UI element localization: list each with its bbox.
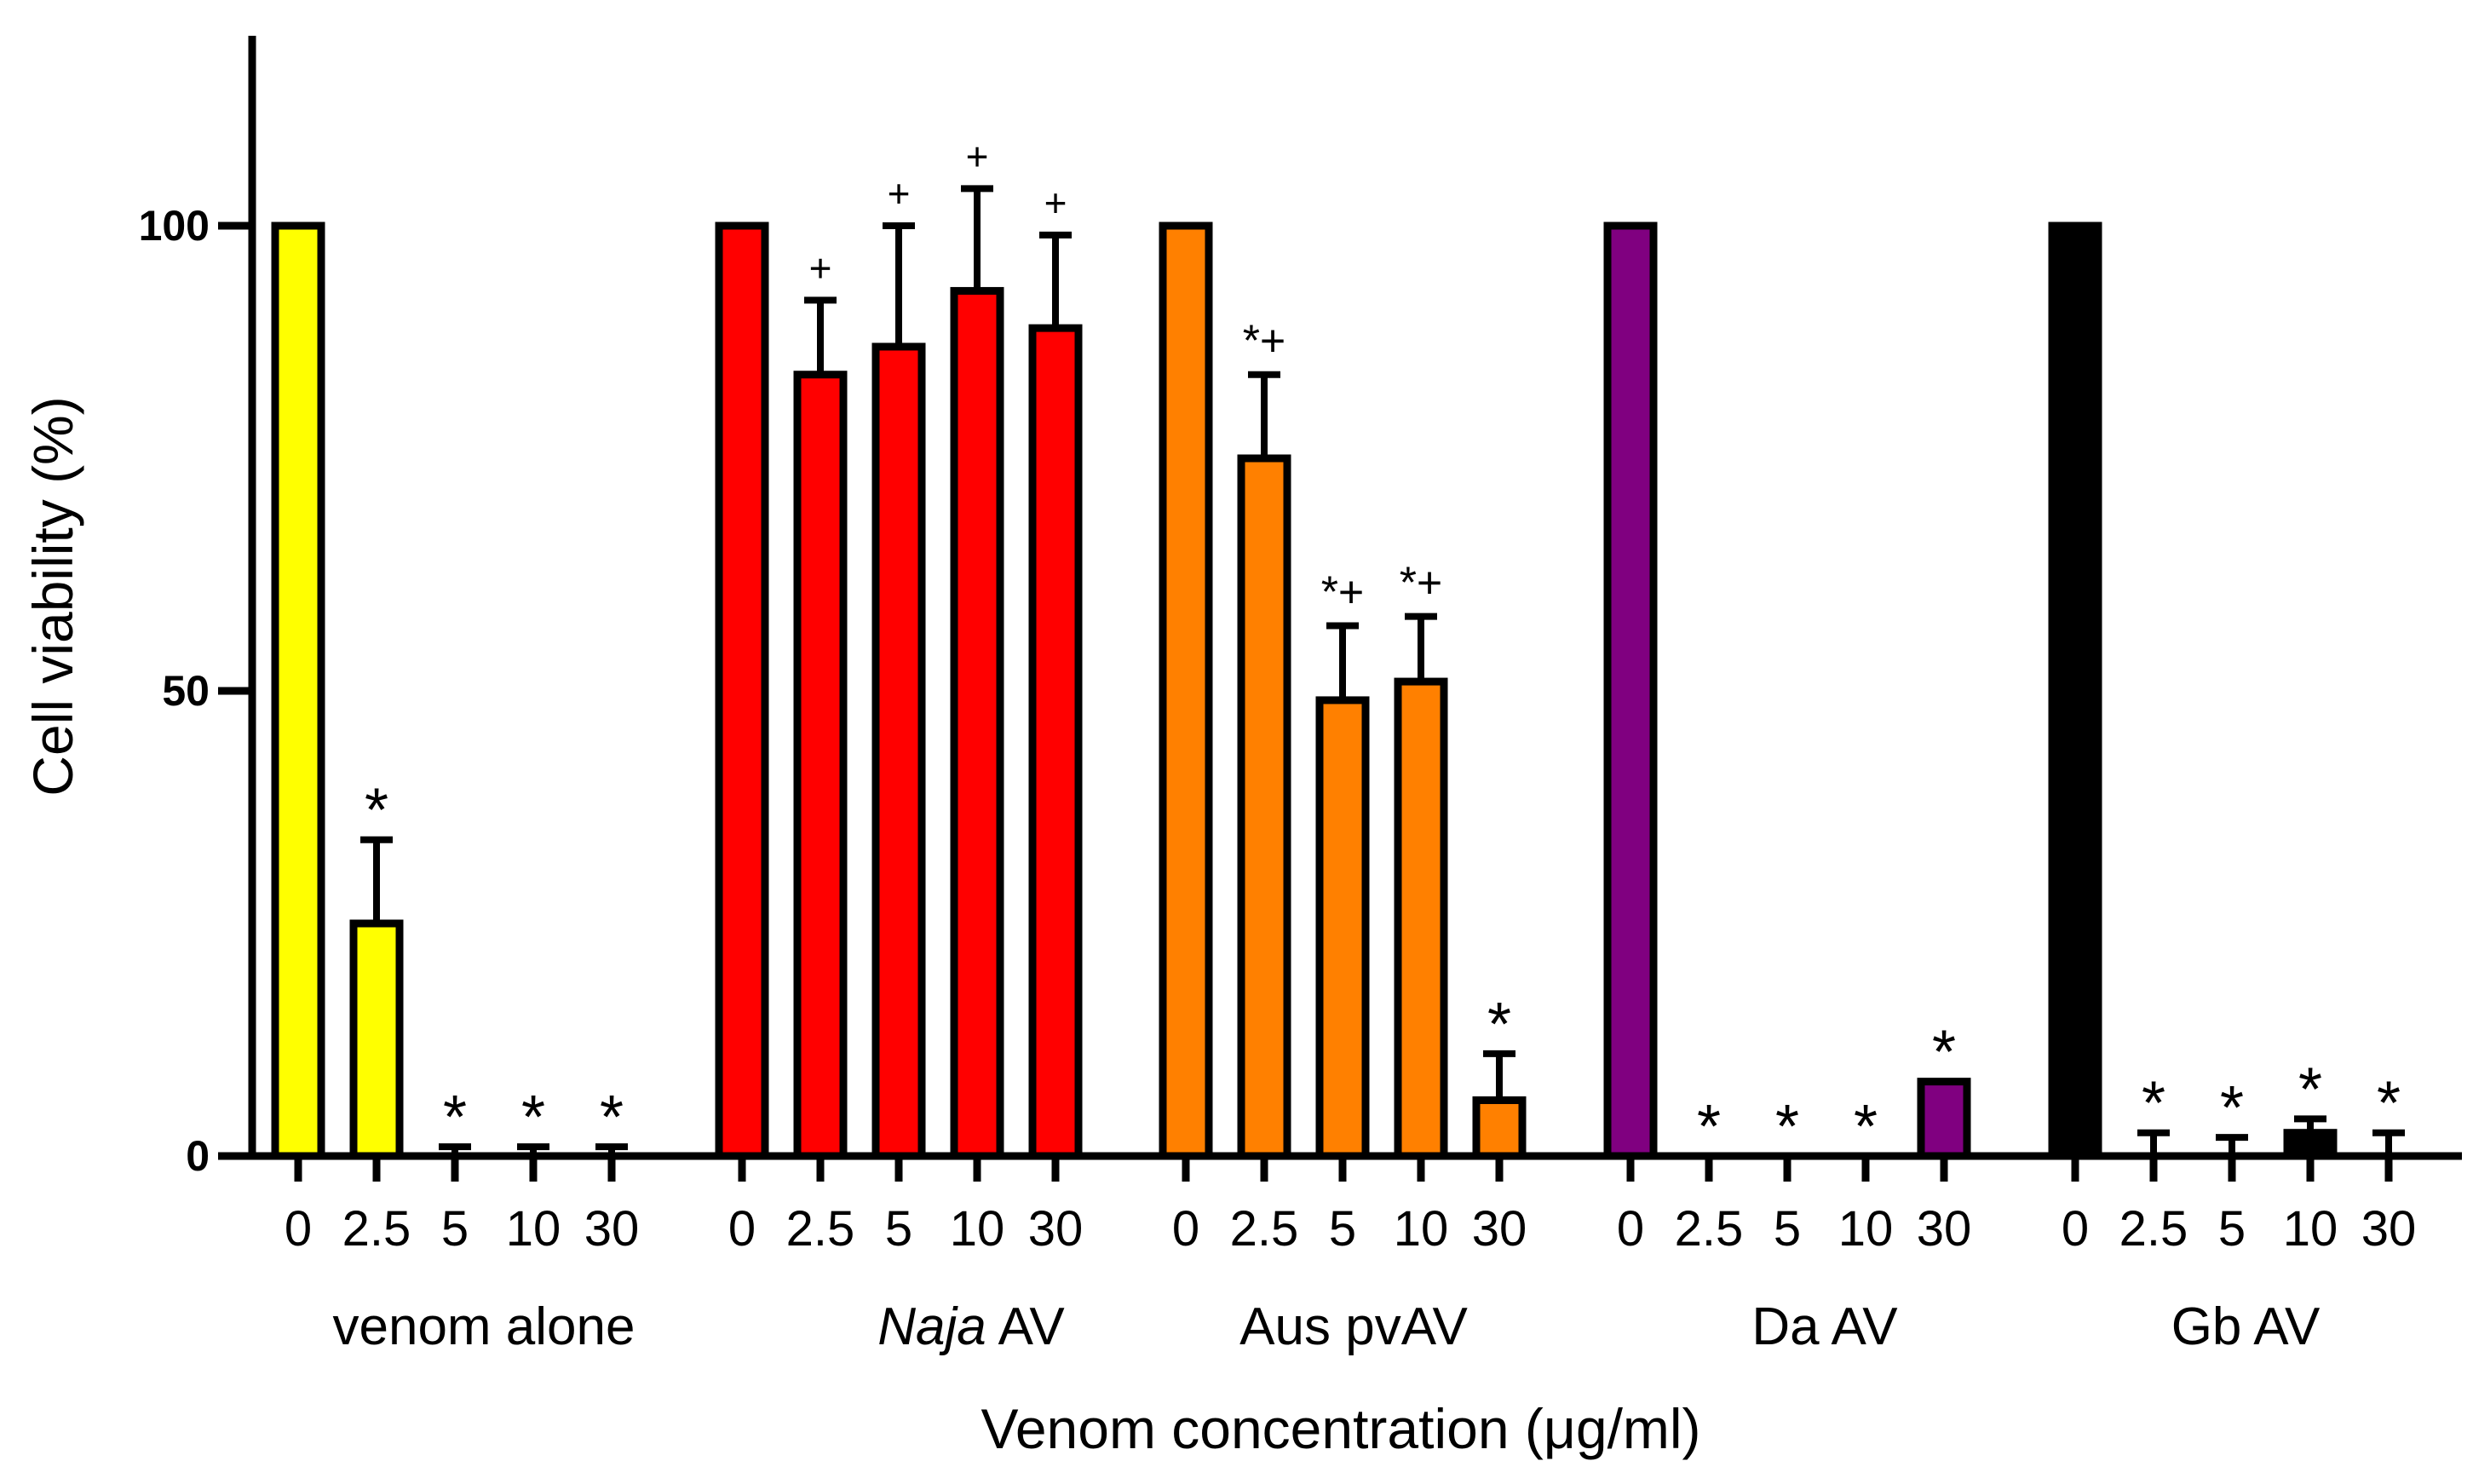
group-label-aus-pvav: Aus pvAV — [1239, 1297, 1468, 1356]
annotation-venom-alone-2_5: * — [365, 777, 388, 845]
bars-layer: ** * *++++*+*+ *+** * *** * * * — [271, 134, 2405, 1182]
annotation-aus-pvav-10: *+ — [1400, 559, 1443, 608]
bar-aus-pvav-10 — [1394, 677, 1448, 1160]
annotation-aus-pvav-2_5: *+ — [1243, 317, 1286, 366]
x-tick-label-venom-alone-5: 5 — [441, 1201, 469, 1257]
x-tick-label-gb-av-10: 10 — [2283, 1201, 2338, 1257]
x-tick-label-gb-av-5: 5 — [2218, 1201, 2246, 1257]
error-bar-venom-alone-5 — [439, 1143, 471, 1156]
error-bar-venom-alone-2_5 — [360, 836, 393, 923]
x-tick-label-naja-av-0: 0 — [728, 1201, 756, 1257]
error-bar-aus-pvav-2_5 — [1248, 371, 1280, 458]
x-tick-label-venom-alone-2_5: 2.5 — [342, 1201, 411, 1257]
x-tick-label-da-av-5: 5 — [1774, 1201, 1801, 1257]
annotation-gb-av-2_5: * — [2142, 1070, 2165, 1138]
error-bar-naja-av-10 — [961, 185, 993, 291]
bar-aus-pvav-5 — [1315, 696, 1370, 1160]
error-bar-naja-av-5 — [883, 222, 915, 347]
error-bar-naja-av-2_5 — [804, 296, 837, 375]
annotation-aus-pvav-30: * — [1487, 991, 1511, 1059]
bar-venom-alone-2_5 — [349, 919, 404, 1160]
y-tick-label-100: 100 — [139, 202, 210, 250]
x-tick-label-venom-alone-10: 10 — [506, 1201, 561, 1257]
x-tick-label-naja-av-5: 5 — [885, 1201, 912, 1257]
x-tick-label-da-av-10: 10 — [1838, 1201, 1894, 1257]
annotation-naja-av-2_5: + — [809, 245, 832, 290]
x-tick-label-venom-alone-30: 30 — [584, 1201, 640, 1257]
bar-venom-alone-0 — [271, 221, 325, 1160]
y-axis-title: Cell viability (%) — [21, 396, 84, 796]
error-bar-gb-av-2_5 — [2137, 1129, 2170, 1156]
error-bar-venom-alone-10 — [517, 1143, 549, 1156]
annotation-venom-alone-10: * — [521, 1084, 545, 1152]
annotation-da-av-2_5: * — [1697, 1093, 1721, 1161]
x-tick-label-da-av-0: 0 — [1617, 1201, 1644, 1257]
y-tick-label-50: 50 — [162, 667, 210, 715]
error-bar-venom-alone-30 — [595, 1143, 628, 1156]
error-bar-aus-pvav-30 — [1483, 1050, 1515, 1101]
x-tick-label-gb-av-30: 30 — [2361, 1201, 2417, 1257]
x-tick-label-gb-av-2_5: 2.5 — [2119, 1201, 2188, 1257]
group-label-venom-alone: venom alone — [332, 1297, 635, 1356]
x-tick-label-naja-av-10: 10 — [950, 1201, 1005, 1257]
annotation-gb-av-5: * — [2220, 1074, 2244, 1142]
bar-aus-pvav-30 — [1472, 1096, 1527, 1160]
annotation-naja-av-5: + — [888, 171, 911, 216]
x-tick-label-aus-pvav-30: 30 — [1472, 1201, 1527, 1257]
error-bar-gb-av-5 — [2216, 1134, 2248, 1156]
x-tick-label-naja-av-30: 30 — [1028, 1201, 1084, 1257]
annotation-venom-alone-30: * — [600, 1084, 624, 1152]
bar-aus-pvav-0 — [1159, 221, 1213, 1160]
error-bar-aus-pvav-5 — [1326, 622, 1359, 700]
bar-naja-av-10 — [950, 286, 1004, 1160]
error-bar-aus-pvav-10 — [1405, 613, 1437, 682]
x-tick-label-da-av-30: 30 — [1917, 1201, 1972, 1257]
x-tick-label-gb-av-0: 0 — [2062, 1201, 2089, 1257]
annotation-da-av-30: * — [1932, 1019, 1956, 1087]
bar-gb-av-10 — [2283, 1129, 2338, 1160]
bar-da-av-30 — [1917, 1078, 1971, 1160]
x-tick-labels: 0 2.5 5 10 30 0 2.5 5 10 30 0 2.5 5 10 30 0 2.5 5 10 30 0 2.5… — [285, 1201, 2416, 1257]
bar-naja-av-30 — [1028, 324, 1083, 1160]
bar-naja-av-0 — [715, 221, 769, 1160]
annotation-da-av-10: * — [1854, 1093, 1878, 1161]
x-tick-label-da-av-2_5: 2.5 — [1675, 1201, 1744, 1257]
x-tick-label-aus-pvav-5: 5 — [1329, 1201, 1356, 1257]
annotation-venom-alone-5: * — [443, 1084, 467, 1152]
x-tick-label-venom-alone-0: 0 — [285, 1201, 312, 1257]
annotation-naja-av-30: + — [1044, 181, 1067, 225]
annotation-gb-av-30: * — [2377, 1070, 2401, 1138]
x-tick-label-aus-pvav-10: 10 — [1394, 1201, 1449, 1257]
group-label-da-av: Da AV — [1751, 1297, 1898, 1356]
bar-da-av-0 — [1603, 221, 1658, 1160]
x-tick-label-aus-pvav-2_5: 2.5 — [1230, 1201, 1299, 1257]
bar-naja-av-5 — [871, 342, 926, 1160]
y-tick-label-0: 0 — [186, 1132, 210, 1180]
x-axis-title: Venom concentration (μg/ml) — [981, 1397, 1700, 1460]
annotation-naja-av-10: + — [966, 134, 989, 178]
error-bar-gb-av-30 — [2372, 1129, 2405, 1156]
bar-naja-av-2_5 — [793, 371, 848, 1160]
annotation-da-av-5: * — [1775, 1093, 1799, 1161]
annotation-aus-pvav-5: *+ — [1321, 568, 1365, 618]
error-bar-gb-av-10 — [2294, 1115, 2326, 1133]
bar-gb-av-0 — [2048, 221, 2102, 1160]
annotation-gb-av-10: * — [2298, 1055, 2322, 1124]
group-labels: venom alone Naja AV Aus pvAV Da AV Gb AV — [332, 1297, 2320, 1356]
y-ticks: 0 50 100 — [139, 202, 252, 1180]
x-tick-label-aus-pvav-0: 0 — [1172, 1201, 1199, 1257]
group-label-naja-av: Naja AV — [877, 1297, 1065, 1356]
group-label-gb-av: Gb AV — [2171, 1297, 2321, 1356]
x-tick-label-naja-av-2_5: 2.5 — [786, 1201, 855, 1257]
error-bar-naja-av-30 — [1039, 231, 1072, 329]
bar-aus-pvav-2_5 — [1237, 454, 1291, 1160]
y-axis: 0 50 100 — [139, 36, 256, 1180]
